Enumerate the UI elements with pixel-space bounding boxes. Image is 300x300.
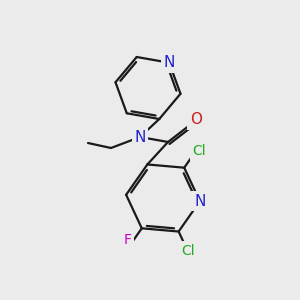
Text: N: N — [194, 194, 206, 209]
Text: N: N — [134, 130, 146, 145]
Text: O: O — [190, 112, 202, 128]
Text: N: N — [164, 55, 175, 70]
Text: Cl: Cl — [193, 144, 206, 158]
Text: F: F — [124, 233, 132, 248]
Text: Cl: Cl — [182, 244, 195, 258]
